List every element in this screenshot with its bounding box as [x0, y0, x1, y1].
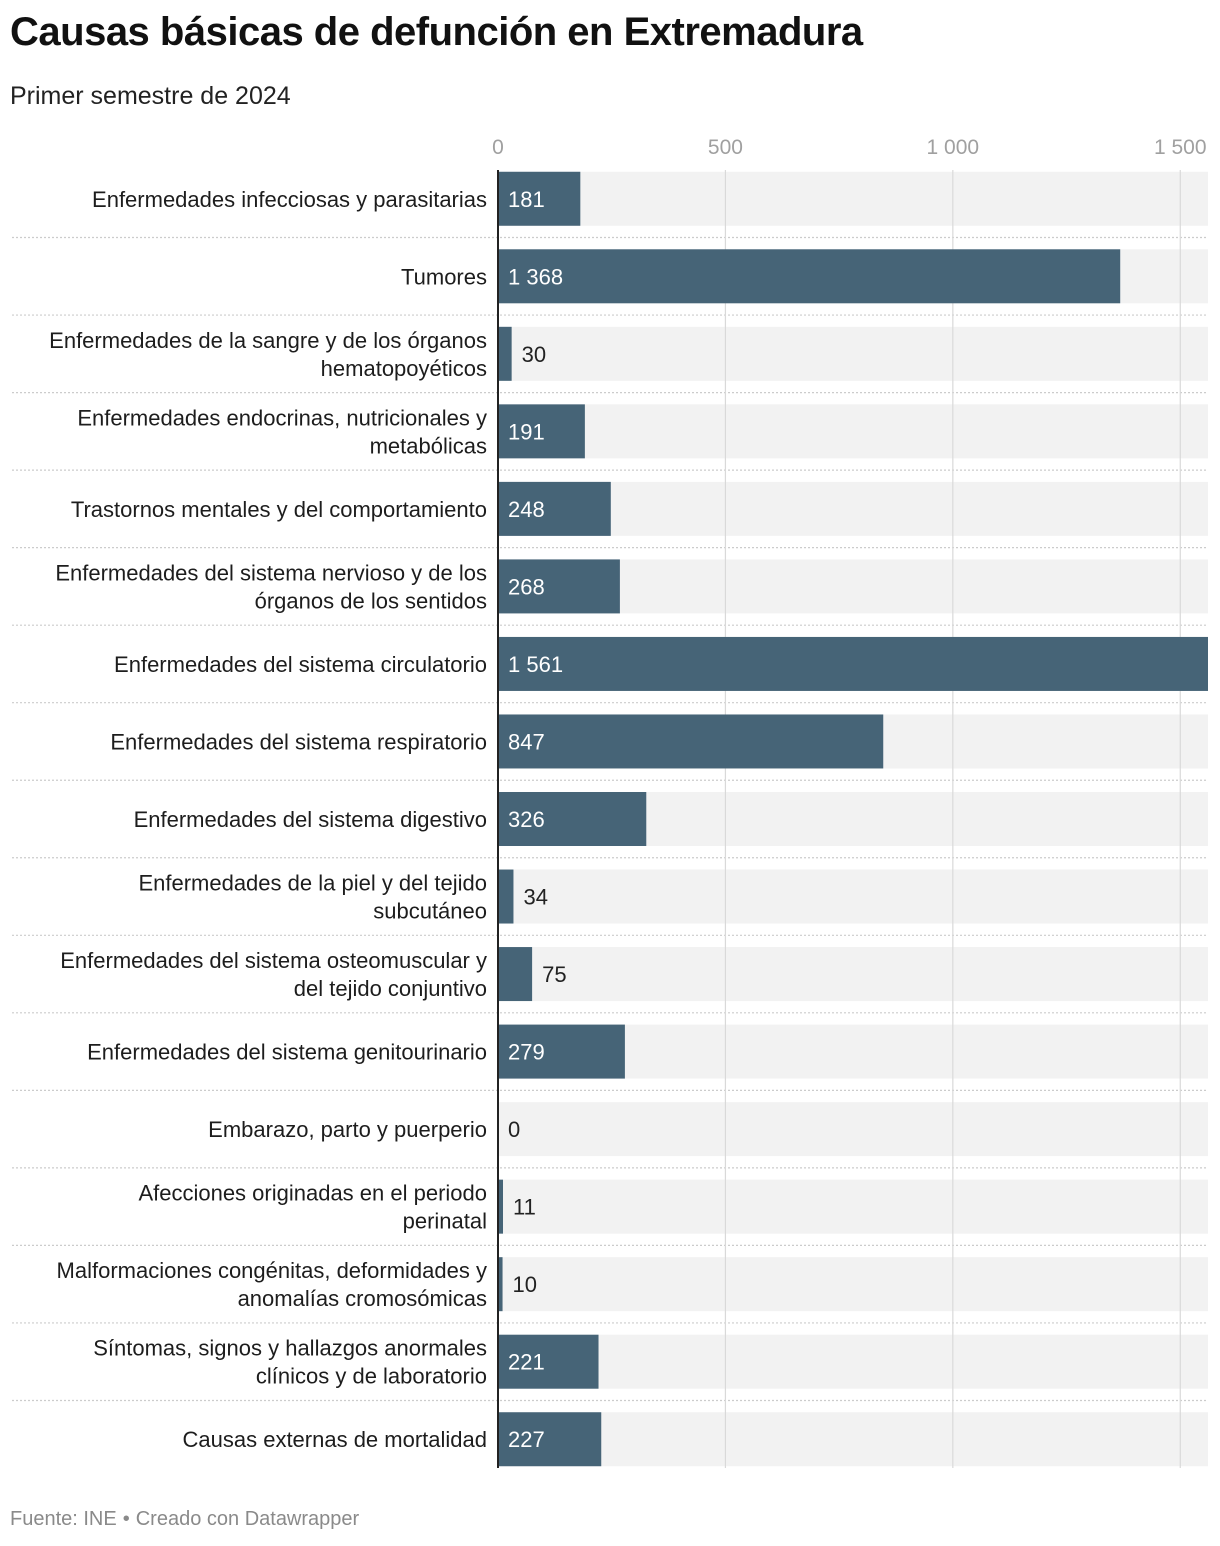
bar-track [498, 404, 1208, 459]
category-label: Enfermedades del sistema nervioso y de l… [55, 560, 487, 585]
category-label: Enfermedades del sistema digestivo [134, 807, 487, 832]
category-label: subcutáneo [373, 899, 487, 924]
value-label: 221 [508, 1350, 545, 1375]
x-tick-label: 1 500 [1154, 136, 1207, 159]
category-label: Causas externas de mortalidad [183, 1427, 488, 1452]
bar-track [498, 1412, 1208, 1467]
value-label: 0 [508, 1117, 520, 1142]
category-label: clínicos y de laboratorio [256, 1364, 487, 1389]
value-label: 1 368 [508, 264, 563, 289]
bar-track [498, 1257, 1208, 1312]
value-label: 326 [508, 807, 545, 832]
bar [498, 249, 1121, 304]
category-label: del tejido conjuntivo [294, 976, 487, 1001]
bar [498, 171, 581, 226]
bar [498, 947, 533, 1002]
x-tick-label: 0 [492, 136, 504, 159]
chart-title: Causas básicas de defunción en Extremadu… [10, 10, 863, 54]
bar-track [498, 869, 1208, 924]
chart-subtitle: Primer semestre de 2024 [10, 82, 291, 110]
bar [498, 636, 1208, 691]
value-label: 268 [508, 574, 545, 599]
bar [498, 869, 514, 924]
bar [498, 1334, 599, 1389]
category-label: Enfermedades infecciosas y parasitarias [92, 187, 487, 212]
x-tick-label: 500 [708, 136, 743, 159]
category-label: Síntomas, signos y hallazgos anormales [93, 1336, 487, 1361]
category-label: Enfermedades endocrinas, nutricionales y [77, 405, 487, 430]
value-label: 847 [508, 729, 545, 754]
bar-track [498, 947, 1208, 1002]
bar-track [498, 1334, 1208, 1389]
bar-track [498, 326, 1208, 381]
category-label: Enfermedades del sistema circulatorio [114, 652, 487, 677]
bar [498, 1179, 504, 1234]
bar [498, 404, 585, 459]
value-label: 75 [542, 962, 566, 987]
category-label: Afecciones originadas en el periodo [138, 1181, 487, 1206]
bar [498, 1024, 625, 1079]
category-label: anomalías cromosómicas [238, 1286, 487, 1311]
category-label: Malformaciones congénitas, deformidades … [57, 1258, 487, 1283]
bar-track [498, 481, 1208, 536]
category-label: Enfermedades del sistema osteomuscular y [60, 948, 487, 973]
category-label: Tumores [401, 264, 487, 289]
bar-chart: 0 500 1 000 1 500 181 Enfermedades infecciosa… [12, 136, 1208, 1468]
bar [498, 559, 620, 614]
value-label: 181 [508, 187, 545, 212]
category-label: Enfermedades del sistema respiratorio [110, 729, 487, 754]
value-label: 227 [508, 1427, 545, 1452]
bar [498, 714, 884, 769]
footer: Fuente: INE • Creado con Datawrapper [10, 1508, 359, 1531]
category-label: Trastornos mentales y del comportamiento [71, 497, 487, 522]
footer-separator: • [122, 1508, 130, 1530]
category-label: metabólicas [370, 433, 487, 458]
x-tick-label: 1 000 [927, 136, 980, 159]
bar [498, 1257, 503, 1312]
category-label: Enfermedades de la sangre y de los órgan… [49, 328, 487, 353]
value-label: 10 [513, 1272, 537, 1297]
category-label: Enfermedades del sistema genitourinario [87, 1040, 487, 1065]
bar [498, 481, 611, 536]
value-label: 248 [508, 497, 545, 522]
value-label: 34 [523, 885, 547, 910]
bar-track [498, 1179, 1208, 1234]
bar [498, 792, 647, 846]
credit-label: Creado con Datawrapper [135, 1508, 360, 1530]
category-label: órganos de los sentidos [255, 588, 487, 613]
source-label: Fuente: INE [10, 1508, 117, 1530]
value-label: 11 [513, 1195, 536, 1220]
bar-track [498, 171, 1208, 226]
bar [498, 1412, 602, 1467]
value-label: 1 561 [508, 652, 563, 677]
category-label: Enfermedades de la piel y del tejido [138, 871, 487, 896]
category-label: Embarazo, parto y puerperio [208, 1117, 487, 1142]
category-label: hematopoyéticos [321, 356, 487, 381]
category-label: perinatal [403, 1209, 487, 1234]
value-label: 30 [522, 342, 546, 367]
bar-track [498, 1102, 1208, 1157]
value-label: 279 [508, 1040, 545, 1065]
bar [498, 326, 512, 381]
value-label: 191 [508, 419, 545, 444]
